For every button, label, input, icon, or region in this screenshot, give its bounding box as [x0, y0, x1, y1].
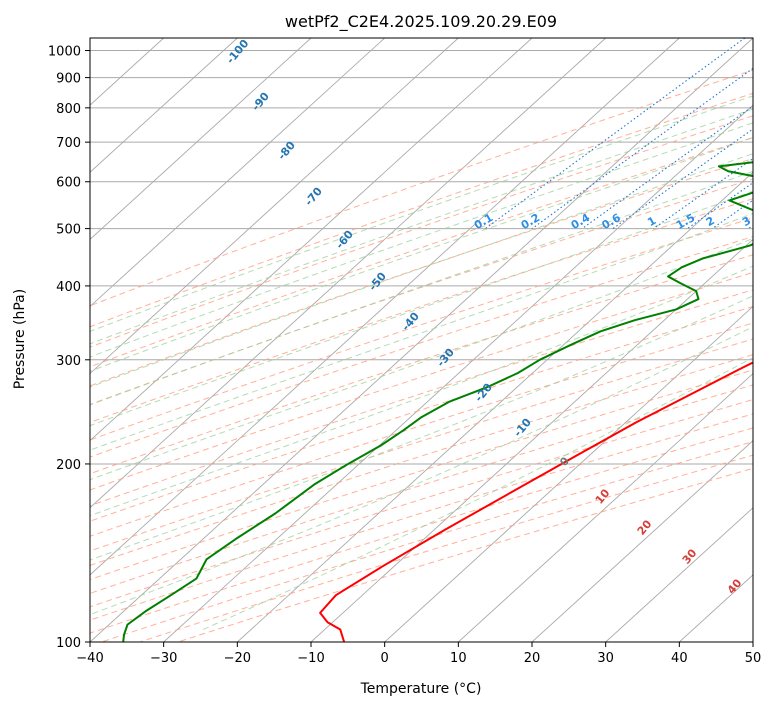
y-tick-label: 100 [56, 636, 81, 651]
moist-adiabat-line [0, 51, 775, 630]
moist-adiabat-line [203, 51, 775, 630]
mixing-ratio-line [582, 38, 775, 229]
isotherm-line [0, 38, 311, 642]
dewpoint-profile-line [123, 130, 775, 642]
x-axis-label: Temperature (°C) [360, 681, 482, 697]
x-tick-label: 10 [450, 651, 467, 666]
moist-adiabat-line [0, 51, 775, 630]
y-tick-label: 500 [56, 223, 81, 238]
dry-adiabat-label: 40 [725, 576, 745, 596]
isotherm-line [0, 38, 458, 642]
moist-adiabat-line [0, 51, 775, 630]
mixing-ratio-label: 4 [767, 214, 775, 229]
y-tick-label: 700 [56, 136, 81, 151]
moist-adiabat-line [0, 51, 775, 630]
mixing-ratio-line [748, 38, 775, 229]
x-tick-label: −20 [224, 651, 251, 666]
isotherm-line [0, 38, 385, 642]
dry-adiabat-label: -60 [333, 228, 356, 252]
moist-adiabat-line [0, 51, 775, 630]
x-tick-label: −10 [297, 651, 324, 666]
moist-adiabat-line [0, 51, 775, 630]
dry-adiabat-label: 20 [635, 517, 655, 537]
y-axis-label: Pressure (hPa) [12, 289, 28, 389]
isotherm-line [0, 38, 606, 642]
moist-adiabat-line [0, 51, 775, 630]
y-tick-label: 400 [56, 280, 81, 295]
y-tick-label: 800 [56, 102, 81, 117]
dry-adiabat-label: -50 [366, 270, 389, 294]
moist-adiabat-line [0, 51, 775, 630]
x-tick-label: 20 [524, 651, 541, 666]
y-tick-label: 600 [56, 176, 81, 191]
dry-adiabat-label: -70 [302, 185, 325, 209]
y-tick-label: 1000 [48, 45, 81, 60]
mixing-ratio-label: 3 [740, 214, 753, 229]
x-tick-label: 30 [597, 651, 614, 666]
isotherm-line [0, 38, 532, 642]
y-tick-label: 900 [56, 72, 81, 87]
isotherm-line [753, 38, 775, 642]
chart-title: wetPf2_C2E4.2025.109.20.29.E09 [285, 12, 557, 32]
moist-adiabat-line [0, 51, 775, 630]
x-tick-label: −30 [150, 651, 177, 666]
dry-adiabat-label: -90 [249, 90, 272, 114]
y-tick-label: 200 [56, 458, 81, 473]
dry-adiabat-label: 30 [680, 546, 700, 566]
dry-adiabat-label: -10 [511, 416, 534, 440]
mixing-ratio-line [532, 38, 775, 229]
x-tick-label: −40 [76, 651, 103, 666]
dry-adiabat-label: 0 [557, 454, 572, 468]
mixing-ratio-line [485, 38, 744, 229]
dry-adiabat-line [63, 38, 775, 642]
y-tick-label: 300 [56, 354, 81, 369]
moist-adiabat-line [0, 51, 775, 630]
dry-adiabat-label: -100 [224, 37, 252, 67]
dry-adiabat-label: -40 [399, 310, 422, 334]
x-tick-label: 50 [745, 651, 762, 666]
x-tick-label: 40 [671, 651, 688, 666]
moist-adiabat-line [0, 51, 775, 630]
mixing-ratio-line [613, 38, 775, 229]
dry-adiabat-line [102, 38, 775, 642]
isotherm-line [0, 38, 237, 642]
isotherm-line [90, 38, 753, 642]
dry-adiabat-line [140, 38, 775, 642]
x-tick-label: 0 [381, 651, 389, 666]
